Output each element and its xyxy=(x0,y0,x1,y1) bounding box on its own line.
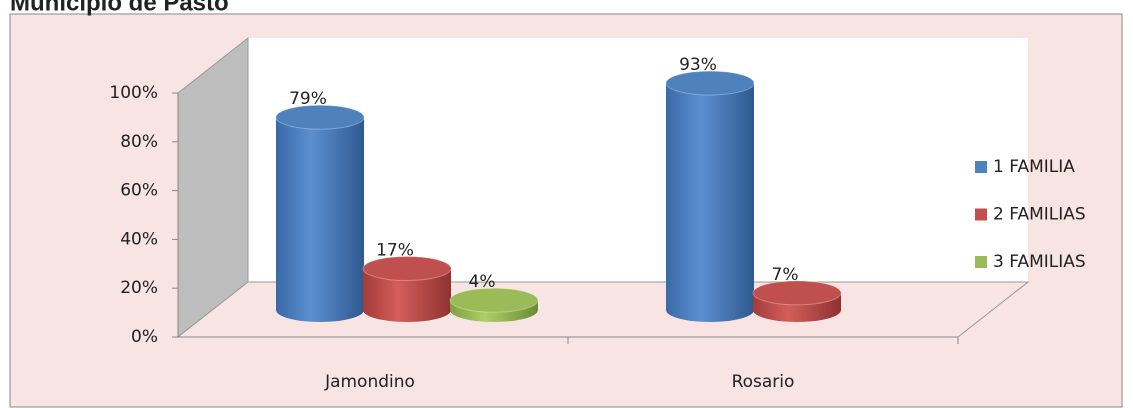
bar xyxy=(276,117,364,311)
y-tick-label: 20% xyxy=(120,278,158,298)
x-tick-label: Jamondino xyxy=(324,372,415,392)
bar-top xyxy=(362,256,452,282)
bar-top xyxy=(275,104,365,130)
back-wall xyxy=(248,38,1028,282)
chart-title: Municipio de Pasto xyxy=(10,0,229,16)
data-label: 79% xyxy=(289,89,327,109)
legend-label: 1 FAMILIA xyxy=(993,157,1075,177)
y-tick-label: 100% xyxy=(109,83,158,103)
data-label: 7% xyxy=(772,265,799,285)
y-tick-label: 0% xyxy=(131,327,158,347)
legend-label: 3 FAMILIAS xyxy=(993,252,1086,272)
data-label: 4% xyxy=(469,272,496,292)
data-label: 93% xyxy=(679,55,717,75)
y-tick-label: 60% xyxy=(120,181,158,201)
y-tick-label: 80% xyxy=(120,132,158,152)
legend-label: 2 FAMILIAS xyxy=(993,205,1086,225)
legend-swatch xyxy=(975,208,987,221)
legend-swatch xyxy=(975,161,987,173)
x-tick-label: Rosario xyxy=(732,372,795,392)
legend-swatch xyxy=(975,256,987,268)
bar-top xyxy=(752,280,842,306)
bar xyxy=(666,83,754,310)
bar-top xyxy=(449,287,539,313)
data-label: 17% xyxy=(376,241,414,261)
bar-top xyxy=(665,70,755,96)
y-tick-label: 40% xyxy=(120,229,158,249)
